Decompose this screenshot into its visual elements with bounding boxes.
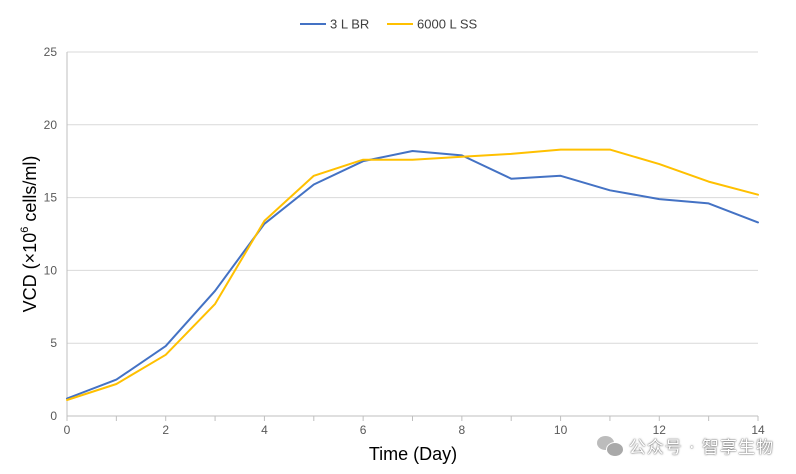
- y-tick-label-20: 20: [44, 118, 58, 132]
- y-tick-label-10: 10: [44, 263, 58, 277]
- x-tick-label-0: 0: [64, 423, 71, 437]
- legend: 3 L BR 6000 L SS: [300, 17, 478, 32]
- y-axis-title-suffix: cells/ml): [20, 156, 40, 227]
- y-tick-label-15: 15: [44, 191, 58, 205]
- series-lines: [66, 148, 759, 401]
- y-axis-title-exponent: 6: [19, 227, 31, 233]
- y-tick-label-25: 25: [44, 45, 58, 59]
- axes: [66, 52, 759, 421]
- legend-label-2: 6000 L SS: [417, 17, 478, 32]
- wechat-icon: [596, 435, 624, 457]
- x-tick-label-6: 6: [360, 423, 367, 437]
- x-tick-label-4: 4: [261, 423, 268, 437]
- series-line-2: [66, 148, 759, 401]
- tick-labels: 0 5 10 15 20 25 0 2 4 6 8 10 12 14: [44, 45, 765, 437]
- y-tick-label-0: 0: [50, 409, 57, 423]
- watermark-text: 公众号 · 智享生物: [628, 438, 774, 458]
- x-axis-title: Time (Day): [369, 444, 457, 464]
- y-axis-title-prefix: VCD (×10: [20, 233, 40, 313]
- legend-label-1: 3 L BR: [330, 17, 369, 32]
- y-axis-title: VCD (×106 cells/ml): [19, 156, 40, 313]
- x-tick-label-2: 2: [162, 423, 169, 437]
- watermark: 公众号 · 智享生物: [596, 433, 774, 458]
- series-line-1: [66, 150, 759, 400]
- x-tick-label-12: 12: [653, 423, 667, 437]
- x-tick-label-14: 14: [751, 423, 765, 437]
- x-tick-label-8: 8: [459, 423, 466, 437]
- x-tick-label-10: 10: [554, 423, 568, 437]
- gridlines: [67, 51, 758, 344]
- y-tick-label-5: 5: [50, 336, 57, 350]
